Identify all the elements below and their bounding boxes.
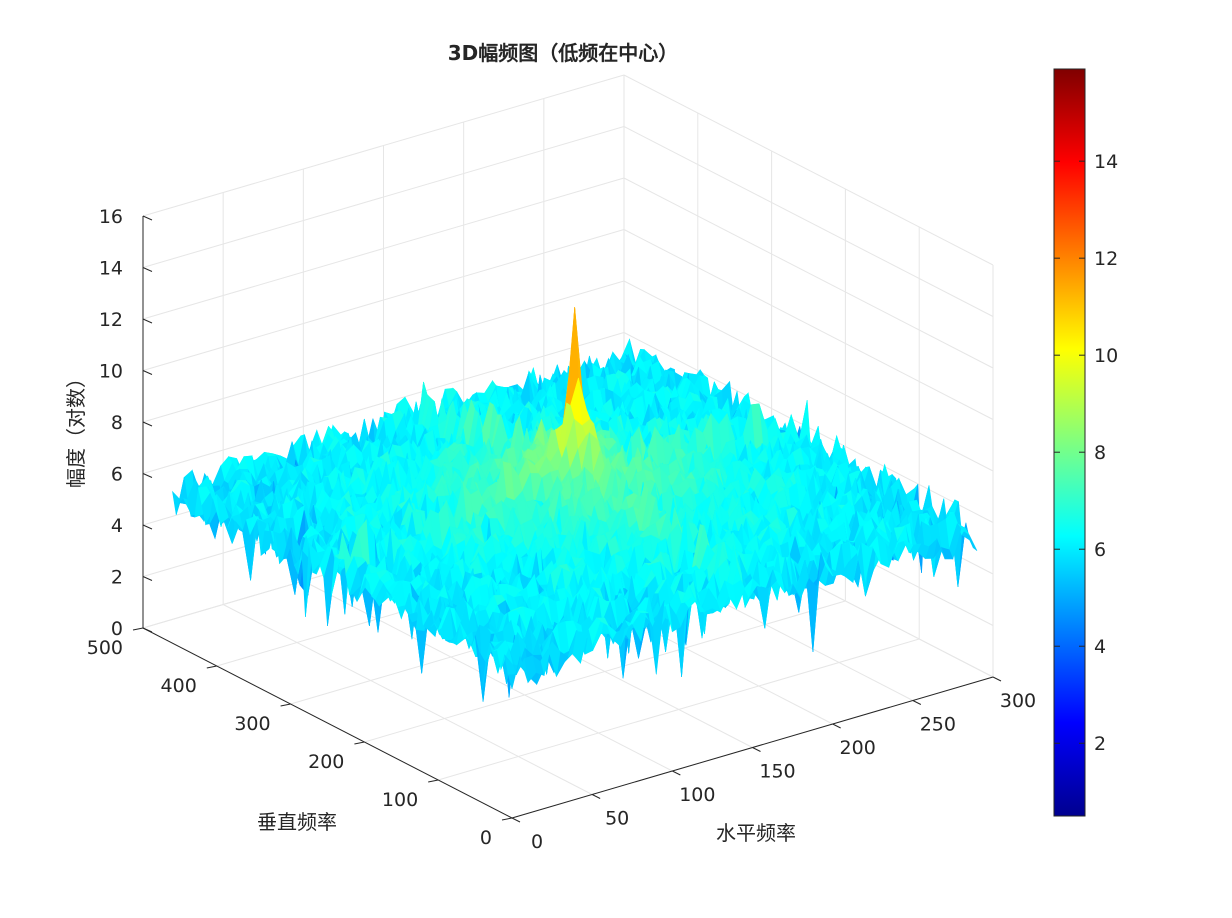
grid-line: [142, 74, 625, 217]
grid-line: [623, 126, 994, 317]
grid-line: [142, 332, 625, 474]
grid-line: [142, 229, 625, 371]
surface-patch: [756, 584, 769, 629]
grid-line: [438, 638, 920, 781]
surface: [172, 307, 978, 702]
grid-line: [623, 177, 994, 369]
grid-line: [222, 604, 593, 795]
grid-line: [623, 229, 994, 420]
grid-line: [142, 280, 625, 423]
y-axis-line: [142, 627, 513, 819]
grid-line: [142, 177, 625, 320]
grid-line: [142, 126, 625, 268]
grid-line: [623, 74, 994, 266]
grid-line: [303, 580, 673, 772]
grid-line: [623, 280, 994, 472]
